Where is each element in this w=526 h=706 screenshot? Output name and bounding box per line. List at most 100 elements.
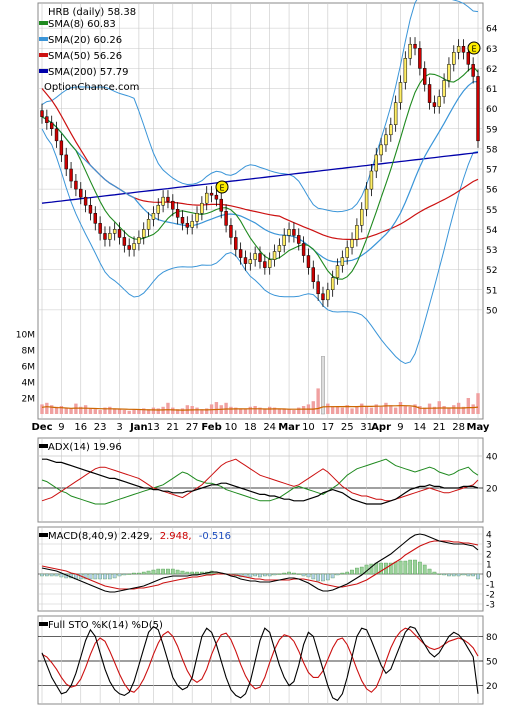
date-label: 3 (116, 422, 122, 433)
macd-histogram-bar (350, 569, 354, 575)
macd-histogram-bar (340, 572, 345, 575)
macd-histogram-bar (345, 571, 350, 575)
candle-body (287, 229, 291, 236)
macd-histogram-bar (272, 573, 277, 576)
price-tick-label: 56 (486, 186, 498, 196)
candle-body (127, 245, 131, 250)
candle-body (40, 110, 44, 117)
candle-body (229, 225, 233, 238)
macd-grid (38, 527, 483, 611)
sma20-line (41, 81, 479, 263)
volume-bar (355, 406, 359, 414)
sto-k-line (41, 625, 479, 702)
volume-bar (403, 406, 408, 414)
adx-panel-frame (37, 437, 484, 523)
candle-body (408, 43, 412, 59)
earnings-marker-may (467, 41, 481, 55)
macd-histogram-bar (471, 573, 476, 577)
volume-bar (321, 356, 325, 415)
volume-bar (442, 406, 446, 414)
date-label: 10 (302, 422, 315, 433)
macd-histogram-bar (316, 573, 320, 582)
volume-bar (64, 407, 68, 414)
volume-bar (93, 409, 97, 414)
macd-histogram-bar (107, 573, 112, 580)
candle-body (345, 247, 349, 258)
candle-body (238, 249, 243, 258)
candle-body (355, 225, 359, 240)
bollinger-upper-line (41, 0, 479, 213)
candle-body (461, 45, 466, 53)
volume-bar (379, 406, 383, 414)
date-label: 23 (94, 422, 107, 433)
legend-swatch-sma20 (39, 37, 48, 41)
macd-histogram-bar (427, 568, 432, 575)
macd-histogram-bar (403, 560, 408, 575)
volume-bar (263, 408, 267, 414)
macd-histogram-bar (258, 573, 262, 578)
volume-bar (408, 406, 412, 414)
candle-body (297, 235, 301, 244)
price-tick-label: 54 (486, 226, 498, 236)
legend-sma20: SMA(20) 60.26 (48, 35, 122, 46)
macd-signal-line (41, 540, 479, 590)
macd-line (41, 533, 479, 593)
macd-histogram-bar (122, 573, 127, 576)
macd-histogram-bar (398, 560, 403, 575)
date-label: 16 (74, 422, 87, 433)
macd-histogram-bar (132, 572, 136, 575)
sma200-line (41, 151, 479, 204)
volume-bar (112, 408, 117, 414)
volume-bar (127, 410, 131, 414)
volume-bar (326, 403, 330, 414)
macd-histogram-bar (161, 568, 165, 575)
sto-tick-label: 20 (486, 682, 498, 692)
legend-sma8: SMA(8) 60.83 (48, 19, 116, 30)
price-tick-label: 62 (486, 65, 497, 75)
candle-body (340, 257, 345, 266)
sto-tick-label: 80 (486, 633, 498, 643)
macd-histogram-bar (466, 573, 471, 577)
volume-bar (205, 408, 209, 414)
volume-bar (389, 405, 393, 414)
macd-histogram-bar (437, 573, 442, 575)
volume-bar (214, 402, 219, 414)
volume-bar (83, 405, 88, 414)
volume-bar (103, 407, 107, 414)
candle-body (253, 253, 257, 260)
macd-histogram-bar (49, 573, 54, 577)
volume-bar (476, 393, 480, 414)
candle-body (185, 223, 190, 228)
date-label: 10 (225, 422, 238, 433)
volume-bar (79, 406, 83, 414)
macd-histogram-bar (44, 573, 49, 577)
candle-body (393, 102, 398, 125)
macd-tick-label: -2 (486, 591, 495, 601)
candle-body (108, 233, 112, 240)
volume-bar (345, 405, 349, 414)
macd-histogram-bar (127, 573, 132, 575)
candle-body (277, 245, 282, 252)
macd-histogram-bar (451, 573, 456, 577)
volume-tick-label: 10M (16, 331, 35, 341)
volume-bar (229, 406, 233, 414)
volume-bar (238, 408, 243, 414)
candle-body (117, 229, 122, 238)
macd-lines (41, 533, 479, 593)
candle-body (403, 58, 408, 83)
macd-histogram-bar (185, 571, 190, 575)
candle-body (423, 68, 427, 85)
date-label: Dec (31, 422, 52, 433)
sto-title: Full STO %K(14) %D(5) (48, 620, 163, 631)
volume-bar (350, 408, 354, 414)
macd-title-main: MACD(8,40,9) 2.429, (48, 531, 153, 542)
date-label: 21 (433, 422, 446, 433)
candle-body (447, 64, 451, 81)
volume-bar (301, 406, 306, 414)
macd-title-hist: -0.516 (199, 531, 231, 542)
macd-histogram-bar (476, 573, 480, 580)
price-legend: HRB (daily) 58.38 SMA(8) 60.83 SMA(20) 6… (39, 7, 139, 93)
date-label: May (467, 422, 490, 433)
macd-histogram-bar (311, 573, 316, 580)
